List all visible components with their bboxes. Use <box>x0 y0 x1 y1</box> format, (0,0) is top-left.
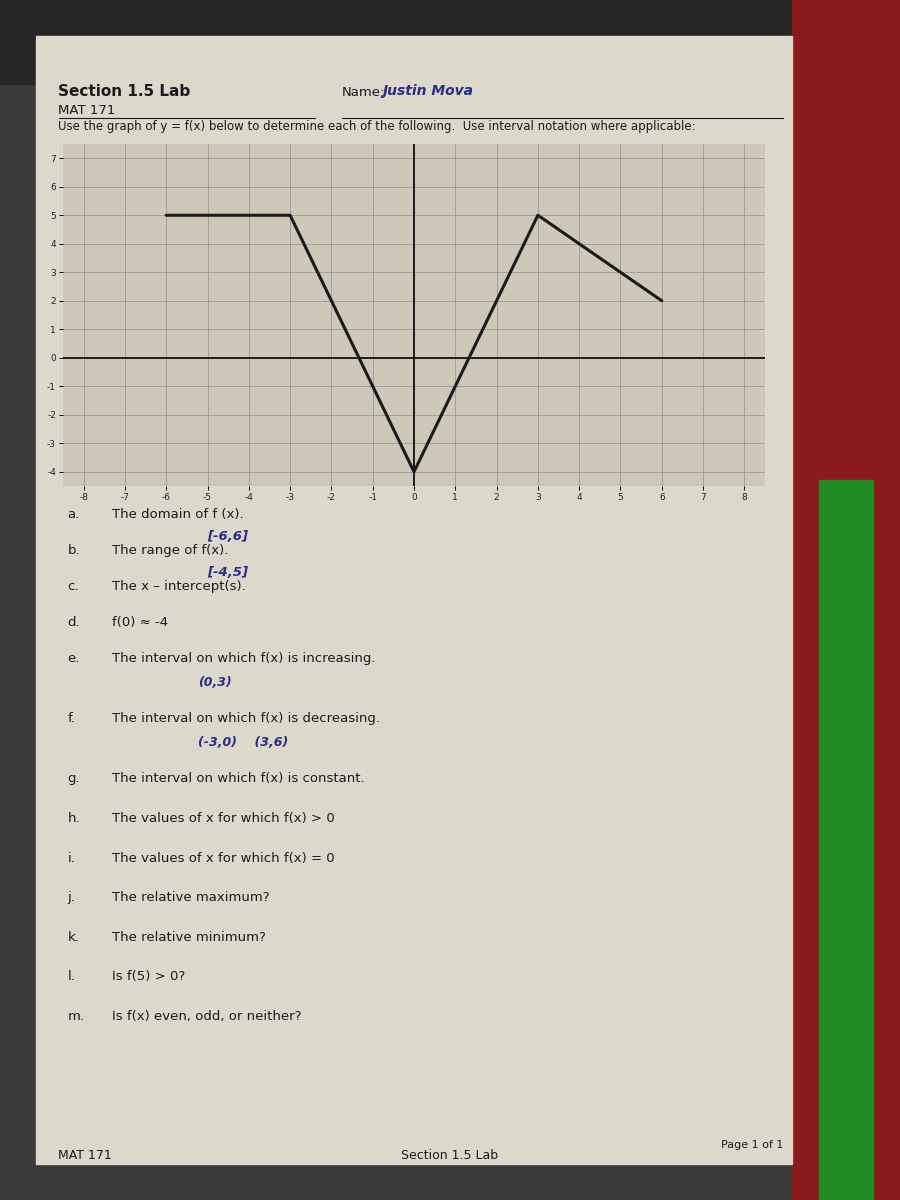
Bar <box>819 480 873 1200</box>
Text: d.: d. <box>68 617 80 629</box>
Text: Use the graph of y = f(x) below to determine each of the following.  Use interva: Use the graph of y = f(x) below to deter… <box>58 120 696 132</box>
Text: (0,3): (0,3) <box>198 677 232 689</box>
Text: (-3,0)    (3,6): (-3,0) (3,6) <box>198 737 288 749</box>
Text: f.: f. <box>68 713 76 725</box>
Text: The interval on which f(x) is increasing.: The interval on which f(x) is increasing… <box>112 653 376 665</box>
Text: The relative maximum?: The relative maximum? <box>112 892 270 905</box>
Text: e.: e. <box>68 653 80 665</box>
Text: j.: j. <box>68 892 76 905</box>
Text: The domain of f (x).: The domain of f (x). <box>112 509 244 521</box>
Text: The interval on which f(x) is decreasing.: The interval on which f(x) is decreasing… <box>112 713 381 725</box>
Bar <box>36 36 792 1164</box>
Text: Section 1.5 Lab: Section 1.5 Lab <box>401 1150 499 1162</box>
Text: The values of x for which f(x) = 0: The values of x for which f(x) = 0 <box>112 852 335 864</box>
Text: k.: k. <box>68 931 79 943</box>
Text: a.: a. <box>68 509 80 521</box>
Text: The relative minimum?: The relative minimum? <box>112 931 266 943</box>
Text: Page 1 of 1: Page 1 of 1 <box>721 1140 783 1151</box>
Text: m.: m. <box>68 1010 85 1022</box>
Bar <box>0 0 900 84</box>
Text: The values of x for which f(x) > 0: The values of x for which f(x) > 0 <box>112 812 335 826</box>
Text: i.: i. <box>68 852 76 864</box>
Text: c.: c. <box>68 581 79 593</box>
Text: h.: h. <box>68 812 80 826</box>
Bar <box>792 0 900 1200</box>
Text: l.: l. <box>68 971 76 984</box>
Text: [-6,6]: [-6,6] <box>207 530 248 542</box>
Text: The range of f(x).: The range of f(x). <box>112 545 229 557</box>
Text: [-4,5]: [-4,5] <box>207 566 248 578</box>
Text: b.: b. <box>68 545 80 557</box>
Text: The x – intercept(s).: The x – intercept(s). <box>112 581 247 593</box>
Text: Is f(x) even, odd, or neither?: Is f(x) even, odd, or neither? <box>112 1010 302 1022</box>
Text: Is f(5) > 0?: Is f(5) > 0? <box>112 971 185 984</box>
Text: f(0) ≈ -4: f(0) ≈ -4 <box>112 617 168 629</box>
Text: MAT 171: MAT 171 <box>58 104 116 116</box>
Text: g.: g. <box>68 773 80 786</box>
Text: Justin Mova: Justin Mova <box>382 84 473 97</box>
Text: Section 1.5 Lab: Section 1.5 Lab <box>58 84 191 98</box>
Text: MAT 171: MAT 171 <box>58 1150 112 1162</box>
Text: The interval on which f(x) is constant.: The interval on which f(x) is constant. <box>112 773 365 786</box>
Text: Name:: Name: <box>342 86 385 98</box>
